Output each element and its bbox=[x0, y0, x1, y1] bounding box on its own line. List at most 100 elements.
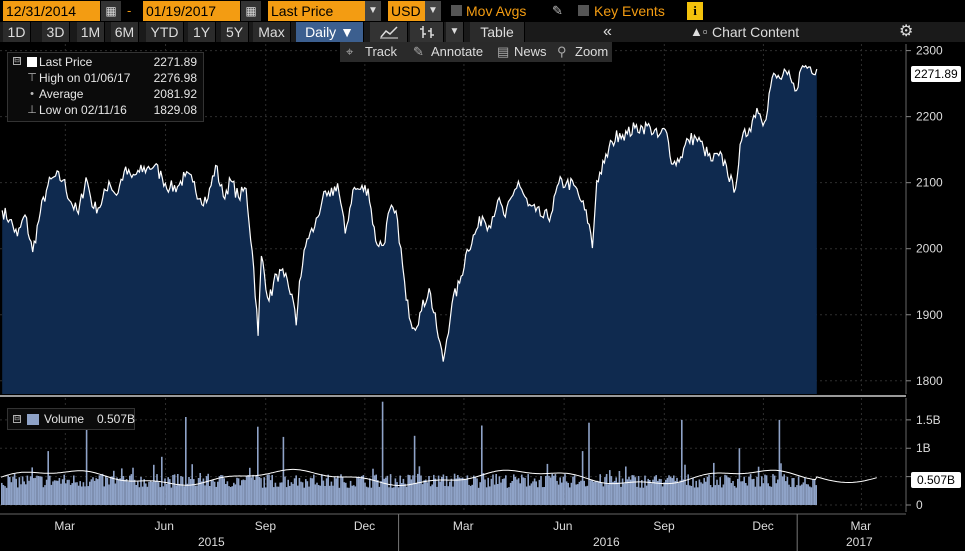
mov-avgs-checkbox[interactable] bbox=[451, 5, 462, 16]
last-price-swatch bbox=[27, 57, 37, 67]
volume-bar bbox=[279, 482, 281, 505]
field-select[interactable]: Last Price bbox=[268, 1, 365, 21]
annotate-button[interactable]: Annotate bbox=[431, 44, 484, 59]
volume-bar bbox=[341, 477, 344, 505]
volume-bar bbox=[410, 479, 413, 505]
range-max-button[interactable]: Max bbox=[253, 22, 291, 42]
chart-content-icon[interactable]: ▲▫ bbox=[690, 24, 708, 39]
field-dropdown-icon[interactable]: ▼ bbox=[365, 1, 381, 21]
range-1m-button[interactable]: 1M bbox=[77, 22, 105, 42]
start-calendar-icon[interactable]: ▦ bbox=[101, 1, 121, 21]
volume-bar bbox=[103, 486, 105, 505]
table-button[interactable]: Table bbox=[470, 22, 525, 42]
volume-bar bbox=[705, 481, 707, 505]
volume-bar bbox=[228, 486, 230, 505]
volume-bar bbox=[178, 483, 181, 505]
volume-bar bbox=[810, 487, 813, 505]
line-chart-type-icon[interactable] bbox=[370, 22, 408, 42]
average-marker-icon: • bbox=[30, 88, 34, 100]
news-icon[interactable]: ▤ bbox=[497, 44, 510, 59]
volume-bar bbox=[58, 478, 61, 505]
volume-bar bbox=[639, 487, 641, 505]
volume-bar bbox=[17, 487, 19, 505]
legend-row-last-price[interactable]: ⊟ Last Price 2271.89 bbox=[8, 54, 203, 70]
last-volume-tag: 0.507B bbox=[911, 472, 961, 488]
range-5y-button[interactable]: 5Y bbox=[221, 22, 249, 42]
start-date-input[interactable]: 12/31/2014 bbox=[3, 1, 100, 21]
volume-bar bbox=[570, 482, 573, 505]
track-button[interactable]: Track bbox=[365, 44, 398, 59]
volume-bar bbox=[797, 476, 800, 505]
volume-bar bbox=[57, 480, 59, 505]
range-ytd-button[interactable]: YTD bbox=[146, 22, 184, 42]
legend-value: 2081.92 bbox=[153, 87, 197, 101]
frequency-select[interactable]: Daily ▼ bbox=[296, 22, 364, 42]
volume-bar bbox=[25, 484, 27, 505]
volume-bar bbox=[583, 480, 585, 505]
range-1y-button[interactable]: 1Y bbox=[188, 22, 216, 42]
volume-bar bbox=[615, 477, 617, 505]
pencil-icon[interactable]: ✎ bbox=[552, 3, 563, 18]
volume-bar bbox=[508, 487, 510, 505]
volume-bar bbox=[351, 485, 353, 505]
volume-bar bbox=[60, 483, 62, 505]
volume-bar bbox=[269, 480, 272, 505]
volume-bar bbox=[359, 478, 361, 505]
volume-bar bbox=[420, 475, 422, 505]
end-date-input[interactable]: 01/19/2017 bbox=[143, 1, 240, 21]
volume-bar bbox=[52, 481, 54, 505]
volume-bar bbox=[465, 479, 467, 505]
volume-bar bbox=[378, 486, 381, 505]
volume-bar bbox=[141, 486, 144, 505]
track-icon[interactable]: ⌖ bbox=[346, 44, 354, 59]
year-label: 2016 bbox=[593, 535, 620, 549]
news-button[interactable]: News bbox=[514, 44, 547, 59]
currency-dropdown-icon[interactable]: ▼ bbox=[425, 1, 441, 21]
legend-row-high[interactable]: ⊤ High on 01/06/17 2276.98 bbox=[8, 70, 203, 86]
collapse-volume-legend-icon[interactable]: ⊟ bbox=[13, 415, 21, 423]
currency-select[interactable]: USD bbox=[388, 1, 425, 21]
volume-bar bbox=[681, 419, 683, 505]
volume-bar bbox=[68, 479, 70, 505]
volume-bar bbox=[388, 487, 390, 505]
volume-bar bbox=[364, 482, 366, 505]
volume-bar bbox=[244, 480, 246, 505]
range-1d-button[interactable]: 1D bbox=[3, 22, 31, 42]
volume-bar bbox=[485, 487, 488, 505]
end-calendar-icon[interactable]: ▦ bbox=[241, 1, 261, 21]
info-icon[interactable]: i bbox=[687, 2, 703, 20]
volume-bar bbox=[135, 485, 137, 505]
chart-content-button[interactable]: Chart Content bbox=[712, 24, 800, 40]
range-6m-button[interactable]: 6M bbox=[111, 22, 139, 42]
volume-legend[interactable]: ⊟ Volume 0.507B bbox=[7, 408, 135, 430]
volume-bar bbox=[796, 485, 798, 505]
volume-bar bbox=[261, 487, 264, 505]
key-events-checkbox[interactable] bbox=[578, 5, 589, 16]
volume-bar bbox=[621, 478, 624, 505]
zoom-button[interactable]: Zoom bbox=[575, 44, 609, 59]
volume-bar bbox=[813, 479, 816, 505]
volume-bar bbox=[97, 479, 99, 505]
range-3d-button[interactable]: 3D bbox=[42, 22, 70, 42]
volume-bar bbox=[257, 426, 259, 505]
bar-chart-type-icon[interactable] bbox=[410, 22, 444, 42]
annotate-icon[interactable]: ✎ bbox=[413, 44, 424, 59]
legend-row-low[interactable]: ⊥ Low on 02/11/16 1829.08 bbox=[8, 102, 203, 118]
chart-type-dropdown-icon[interactable]: ▼ bbox=[446, 22, 464, 42]
legend-row-average[interactable]: • Average 2081.92 bbox=[8, 86, 203, 102]
collapse-icon[interactable]: « bbox=[603, 23, 612, 40]
volume-bar bbox=[164, 478, 166, 505]
gear-icon[interactable]: ⚙ bbox=[899, 23, 914, 40]
volume-bar bbox=[180, 476, 182, 505]
volume-bar bbox=[529, 485, 531, 505]
volume-bar bbox=[613, 480, 616, 505]
zoom-icon[interactable]: ⚲ bbox=[557, 44, 567, 59]
volume-bar bbox=[66, 479, 69, 505]
volume-bar bbox=[463, 478, 465, 505]
volume-bar bbox=[433, 474, 435, 505]
volume-bar bbox=[409, 475, 411, 505]
volume-bar bbox=[815, 485, 817, 505]
volume-bar bbox=[321, 474, 323, 505]
volume-bar bbox=[50, 484, 53, 505]
collapse-legend-icon[interactable]: ⊟ bbox=[13, 57, 21, 65]
